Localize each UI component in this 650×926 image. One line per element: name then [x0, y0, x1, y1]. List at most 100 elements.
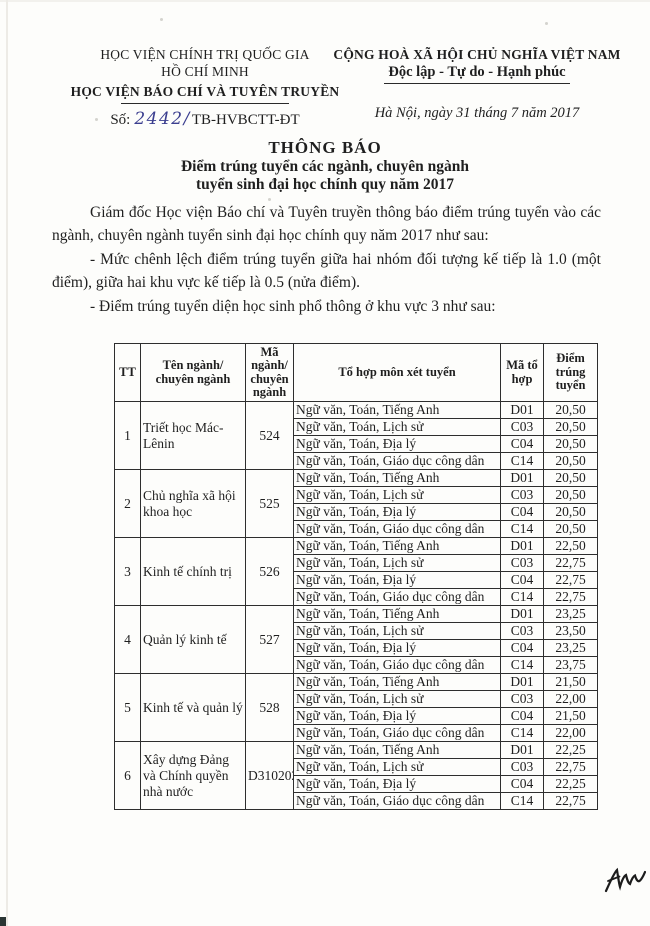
table-row: 6 Xây dựng Đảng và Chính quyền nhà nước …	[114, 741, 598, 810]
scan-speck	[95, 118, 98, 121]
tt-cell: 3	[114, 537, 141, 606]
major-group-2: 2 Chủ nghĩa xã hội khoa học 525 Ngữ văn,…	[114, 469, 598, 538]
document-title-block: THÔNG BÁO Điểm trúng tuyển các ngành, ch…	[0, 138, 650, 194]
table-row: 4 Quản lý kinh tế 527 Ngữ văn, Toán, Tiế…	[114, 605, 598, 674]
combo-cell: Ngữ văn, Toán, Địa lý	[293, 639, 501, 657]
combo-cell: Ngữ văn, Toán, Địa lý	[293, 503, 501, 521]
tt-cell: 2	[114, 469, 141, 538]
col-header-tt: TT	[114, 343, 141, 402]
score-cell: 22,75	[543, 758, 598, 776]
score-cell: 20,50	[543, 418, 598, 436]
major-name-cell: Kinh tế chính trị	[140, 537, 246, 606]
major-code-cell: 527	[245, 605, 294, 674]
combo-code-cell: D01	[500, 673, 544, 691]
score-cell: 20,50	[543, 452, 598, 470]
score-cell: 22,00	[543, 690, 598, 708]
combo-code-cell: C04	[500, 435, 544, 453]
col-header-score: Điểm trúng tuyển	[543, 343, 598, 402]
major-name-cell: Xây dựng Đảng và Chính quyền nhà nước	[140, 741, 246, 810]
combo-code-cell: C14	[500, 520, 544, 538]
combo-code-cell: C04	[500, 571, 544, 589]
major-group-5: 5 Kinh tế và quản lý 528 Ngữ văn, Toán, …	[114, 673, 598, 742]
document-subtitle-line1: Điểm trúng tuyển các ngành, chuyên ngành	[180, 158, 470, 175]
scan-corner-artifact	[0, 917, 6, 926]
combo-code-cell: D01	[500, 469, 544, 487]
score-cell: 20,50	[543, 503, 598, 521]
table-row: Ngữ văn, Toán, Giáo dục công dân C14 23,75	[115, 656, 598, 674]
score-cell: 21,50	[543, 707, 598, 725]
table-row: Ngữ văn, Toán, Giáo dục công dân C14 22,00	[115, 724, 598, 742]
combo-code-cell: C03	[500, 622, 544, 640]
doc-number-handwritten: 2442/	[134, 109, 191, 129]
parent-org-line1: HỌC VIỆN CHÍNH TRỊ QUỐC GIA	[100, 47, 310, 62]
combo-cell: Ngữ văn, Toán, Lịch sử	[293, 486, 501, 504]
combo-code-cell: C14	[500, 792, 544, 810]
doc-number-label: Số:	[110, 112, 131, 128]
combo-cell: Ngữ văn, Toán, Giáo dục công dân	[293, 724, 501, 742]
tt-cell: 5	[114, 673, 141, 742]
combo-code-cell: D01	[500, 537, 544, 555]
table-row: Ngữ văn, Toán, Địa lý C04 20,50	[115, 435, 598, 453]
scan-speck	[545, 22, 548, 25]
combo-code-cell: C03	[500, 554, 544, 572]
major-group-1: 1 Triết học Mác-Lênin 524 Ngữ văn, Toán,…	[114, 401, 598, 470]
combo-code-cell: D01	[500, 401, 544, 419]
combo-cell: Ngữ văn, Toán, Tiếng Anh	[293, 605, 501, 623]
table-row: 2 Chủ nghĩa xã hội khoa học 525 Ngữ văn,…	[114, 469, 598, 538]
combo-cell: Ngữ văn, Toán, Lịch sử	[293, 554, 501, 572]
major-code-cell: D310202	[245, 741, 294, 810]
combo-cell: Ngữ văn, Toán, Tiếng Anh	[293, 741, 501, 759]
issuing-org-block: HỌC VIỆN CHÍNH TRỊ QUỐC GIA HỒ CHÍ MINH …	[52, 46, 358, 129]
scan-speck	[268, 198, 271, 201]
combo-cell: Ngữ văn, Toán, Giáo dục công dân	[293, 656, 501, 674]
score-cell: 22,75	[543, 792, 598, 810]
score-cell: 22,25	[543, 741, 598, 759]
score-cell: 20,50	[543, 435, 598, 453]
country-name: CỘNG HOÀ XÃ HỘI CHỦ NGHĨA VIỆT NAM	[333, 47, 621, 62]
combo-code-cell: C03	[500, 418, 544, 436]
table-row: Ngữ văn, Toán, Giáo dục công dân C14 22,75	[115, 792, 598, 810]
combo-code-cell: C03	[500, 758, 544, 776]
combo-code-cell: C04	[500, 707, 544, 725]
major-group-4: 4 Quản lý kinh tế 527 Ngữ văn, Toán, Tiế…	[114, 605, 598, 674]
score-cell: 21,50	[543, 673, 598, 691]
score-cell: 22,75	[543, 571, 598, 589]
combo-code-cell: C14	[500, 588, 544, 606]
score-cell: 23,25	[543, 605, 598, 623]
scan-speck	[160, 18, 163, 21]
score-cell: 23,50	[543, 622, 598, 640]
national-header-block: CỘNG HOÀ XÃ HỘI CHỦ NGHĨA VIỆT NAM Độc l…	[326, 46, 628, 122]
score-cell: 22,00	[543, 724, 598, 742]
paragraph-score-gap-rule: - Mức chênh lệch điểm trúng tuyển giữa h…	[52, 250, 601, 292]
combo-cell: Ngữ văn, Toán, Tiếng Anh	[293, 537, 501, 555]
combo-cell: Ngữ văn, Toán, Lịch sử	[293, 690, 501, 708]
combo-code-cell: C04	[500, 639, 544, 657]
handwritten-initials-icon	[604, 866, 647, 901]
combo-cell: Ngữ văn, Toán, Tiếng Anh	[293, 401, 501, 419]
combo-cell: Ngữ văn, Toán, Địa lý	[293, 571, 501, 589]
document-number: Số: 2442/TB-HVBCTT-ĐT	[52, 109, 358, 129]
paragraph-table-lead-in: - Điểm trúng tuyển diện học sinh phổ thô…	[90, 297, 496, 315]
document-title: THÔNG BÁO	[268, 138, 382, 157]
document-subtitle-line2: tuyển sinh đại học chính quy năm 2017	[196, 176, 454, 193]
table-row: Ngữ văn, Toán, Lịch sử C03 22,75	[115, 554, 598, 572]
col-header-major-name: Tên ngành/ chuyên ngành	[140, 343, 246, 402]
tt-cell: 4	[114, 605, 141, 674]
combo-code-cell: C03	[500, 690, 544, 708]
major-name-cell: Kinh tế và quản lý	[140, 673, 246, 742]
doc-number-suffix: TB-HVBCTT-ĐT	[191, 112, 300, 128]
major-group-3: 3 Kinh tế chính trị 526 Ngữ văn, Toán, T…	[114, 537, 598, 606]
combo-cell: Ngữ văn, Toán, Giáo dục công dân	[293, 588, 501, 606]
score-cell: 22,75	[543, 554, 598, 572]
tt-cell: 1	[114, 401, 141, 470]
col-header-combo-code: Mã tổ hợp	[500, 343, 544, 402]
table-row: Ngữ văn, Toán, Địa lý C04 23,25	[115, 639, 598, 657]
major-code-cell: 524	[245, 401, 294, 470]
combo-cell: Ngữ văn, Toán, Địa lý	[293, 775, 501, 793]
table-row: Ngữ văn, Toán, Địa lý C04 21,50	[115, 707, 598, 725]
parent-org-line2: HỒ CHÍ MINH	[161, 64, 249, 79]
score-cell: 20,50	[543, 520, 598, 538]
major-code-cell: 525	[245, 469, 294, 538]
table-header-row: TT Tên ngành/ chuyên ngành Mã ngành/ chu…	[114, 343, 598, 402]
col-header-major-code: Mã ngành/ chuyên ngành	[245, 343, 294, 402]
